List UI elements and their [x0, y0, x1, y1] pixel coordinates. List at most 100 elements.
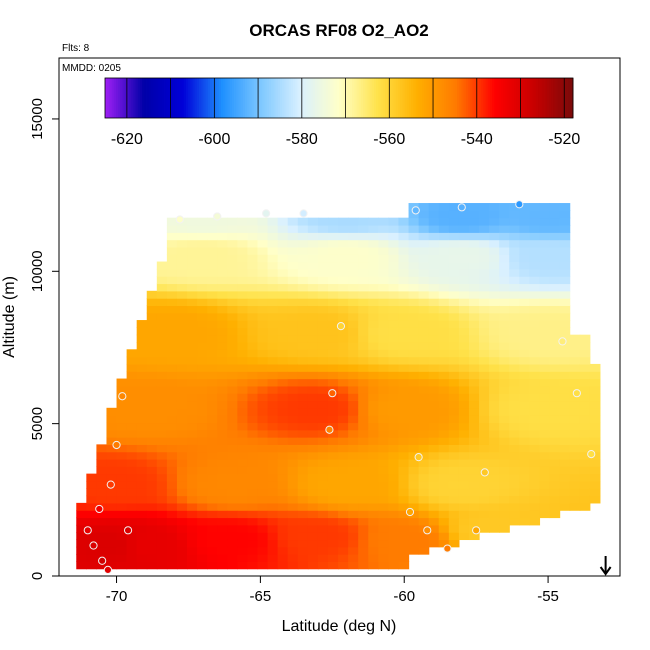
heat-cell	[247, 466, 259, 475]
heat-cell	[227, 341, 238, 350]
heat-cell	[146, 451, 158, 460]
heat-cell	[237, 554, 249, 562]
heat-cell	[529, 363, 541, 372]
heat-cell	[217, 437, 228, 445]
heat-cell	[217, 378, 228, 387]
heat-cell	[428, 444, 440, 453]
heat-cell	[237, 246, 249, 255]
heat-cell	[499, 305, 510, 314]
heat-cell	[348, 356, 359, 365]
heat-cell	[388, 502, 400, 511]
heat-cell	[247, 473, 259, 482]
heat-cell	[207, 378, 218, 387]
heat-cell	[358, 495, 369, 504]
heat-cell	[539, 458, 551, 467]
heat-cell	[96, 458, 108, 467]
heat-cell	[448, 246, 460, 255]
heat-cell	[549, 393, 561, 402]
heat-cell	[428, 488, 440, 497]
heat-cell	[368, 466, 379, 475]
heat-cell	[539, 385, 551, 394]
heat-cell	[458, 349, 470, 358]
colorbar-segment	[562, 78, 565, 118]
heat-cell	[166, 290, 178, 299]
heat-cell	[519, 356, 530, 365]
heat-cell	[338, 407, 349, 416]
heat-cell	[247, 268, 259, 277]
heat-cell	[267, 327, 279, 336]
heat-cell	[509, 517, 520, 526]
heat-cell	[348, 407, 359, 416]
heat-cell	[489, 429, 500, 438]
heat-cell	[458, 495, 470, 504]
heat-cell	[408, 232, 420, 241]
heat-cell	[136, 502, 148, 511]
heat-cell	[378, 561, 390, 570]
heat-cell	[418, 458, 430, 467]
heat-cell	[207, 232, 218, 241]
heat-cell	[96, 524, 108, 533]
heat-cell	[207, 561, 218, 570]
heat-cell	[126, 356, 138, 365]
colorbar-segment	[328, 78, 331, 118]
heat-cell	[509, 488, 520, 497]
heat-cell	[448, 320, 460, 328]
heat-cell	[539, 451, 551, 460]
heat-cell	[388, 466, 400, 475]
heat-cell	[277, 400, 289, 409]
observation-point	[472, 526, 481, 535]
heat-cell	[408, 495, 420, 504]
heat-cell	[207, 363, 218, 372]
heat-cell	[307, 473, 319, 482]
heat-cell	[458, 320, 470, 328]
heat-cell	[277, 437, 289, 445]
heat-cell	[156, 437, 168, 445]
heat-cell	[418, 400, 430, 409]
heat-cell	[237, 312, 249, 321]
heat-cell	[368, 349, 379, 358]
heat-cell	[86, 510, 97, 519]
heat-cell	[569, 349, 581, 358]
heat-cell	[529, 451, 541, 460]
heat-cell	[338, 415, 349, 424]
heat-cell	[317, 400, 329, 409]
heat-cell	[237, 239, 249, 248]
heat-cell	[287, 546, 299, 555]
colorbar-segment	[426, 78, 430, 118]
heat-cell	[589, 393, 601, 402]
heat-cell	[317, 239, 329, 248]
heat-cell	[106, 561, 118, 570]
heat-cell	[307, 312, 319, 321]
heat-cell	[448, 378, 460, 387]
heat-cell	[338, 254, 349, 263]
heat-cell	[207, 451, 218, 460]
heat-cell	[277, 312, 289, 321]
colorbar-frame	[104, 77, 574, 119]
heat-cell	[529, 371, 541, 380]
heat-cell	[247, 517, 259, 526]
heat-cell	[297, 554, 309, 562]
heat-cell	[479, 261, 490, 270]
heat-cell	[297, 268, 309, 277]
heat-cell	[358, 283, 369, 292]
heat-cell	[86, 554, 97, 562]
heat-cell	[468, 385, 480, 394]
heat-cell	[297, 371, 309, 380]
heat-cell	[207, 480, 218, 489]
heat-cell	[187, 415, 198, 424]
heat-cell	[499, 385, 510, 394]
heat-cell	[338, 444, 349, 453]
heat-cell	[277, 495, 289, 504]
heat-cell	[227, 268, 238, 277]
heat-cell	[468, 400, 480, 409]
heat-cell	[418, 210, 430, 219]
heat-cell	[146, 290, 158, 299]
plot-area: -620 -600 -580 -560 -540 -520 MMDD: 0205	[58, 57, 621, 577]
colorbar-segment	[225, 78, 228, 118]
heat-cell	[327, 290, 339, 299]
heat-cell	[468, 458, 480, 467]
heat-cell	[197, 393, 208, 402]
heat-cell	[297, 524, 309, 533]
heat-cell	[166, 305, 178, 314]
heat-cell	[287, 415, 299, 424]
